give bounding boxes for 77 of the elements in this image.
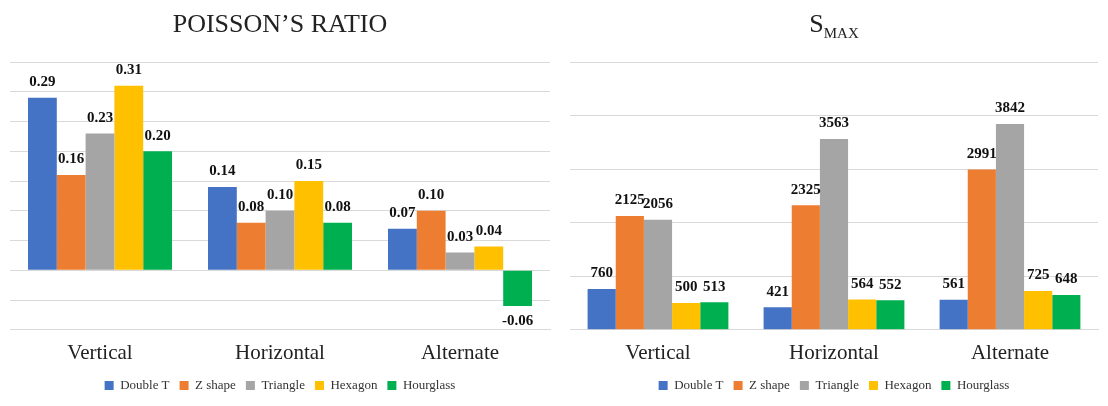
data-label: 0.10	[266, 186, 294, 203]
data-label: 0.29	[29, 73, 56, 90]
legend-label: Double T	[674, 376, 724, 392]
bar	[474, 246, 504, 270]
data-label: 3842	[995, 99, 1025, 116]
data-label: 0.20	[144, 126, 171, 143]
bar	[791, 205, 820, 330]
data-label: 564	[850, 274, 874, 291]
legend-label: Hexagon	[330, 376, 378, 392]
x-tick-label: Alternate	[420, 339, 500, 364]
data-label: 2325	[790, 180, 821, 197]
bar	[265, 210, 295, 270]
bar	[995, 124, 1025, 330]
legend-label: Triangle	[815, 376, 860, 392]
data-label: 561	[942, 275, 965, 292]
bar	[114, 85, 144, 270]
bar	[672, 303, 701, 330]
legend-label: Z shape	[195, 376, 237, 392]
data-label: 0.16	[58, 150, 85, 167]
bar	[236, 222, 266, 270]
bar	[208, 186, 237, 270]
bar	[819, 138, 849, 330]
data-label: 0.31	[115, 61, 142, 78]
legend-label: Z shape	[749, 376, 791, 392]
bar	[615, 215, 644, 330]
bar	[294, 181, 324, 270]
data-label: 0.23	[86, 108, 114, 125]
chart-title: S$_{MAX}$	[808, 8, 860, 44]
bar	[323, 222, 352, 270]
data-label: 0.10	[418, 186, 445, 203]
bar	[85, 133, 115, 270]
data-label: 0.15	[295, 156, 322, 173]
data-label: 2991	[966, 144, 997, 161]
data-label: 0.04	[475, 221, 503, 238]
data-label: 500	[674, 278, 698, 295]
bar	[876, 300, 905, 330]
x-tick-label: Vertical	[625, 339, 691, 364]
bar	[848, 299, 877, 330]
data-label: 0.03	[446, 227, 474, 244]
data-label: 648	[1055, 270, 1078, 287]
bar	[388, 228, 417, 270]
legend-label: Hexagon	[884, 376, 932, 392]
legend-label: Triangle	[261, 376, 306, 392]
bar	[143, 151, 172, 270]
x-tick-label: Alternate	[970, 339, 1050, 364]
data-label: 760	[590, 264, 613, 281]
legend-label: Double T	[120, 376, 170, 392]
bar	[643, 219, 673, 330]
bar	[700, 302, 729, 330]
data-label: 2056	[643, 195, 674, 212]
legend-label: Hourglass	[402, 376, 456, 392]
chart-title: POISSON’S RATIO	[171, 8, 389, 40]
data-label: 0.08	[324, 198, 351, 215]
x-tick-label: Horizontal	[789, 339, 880, 364]
bar	[445, 252, 475, 270]
data-label: 421	[766, 282, 789, 299]
bar	[939, 299, 968, 330]
data-label: 725	[1026, 266, 1050, 283]
data-label: 0.07	[389, 204, 417, 221]
bar	[503, 270, 532, 306]
data-label: 0.08	[238, 198, 265, 215]
bar	[967, 169, 996, 330]
bar	[763, 307, 792, 330]
data-label: 0.14	[209, 162, 237, 179]
legend-label: Hourglass	[956, 376, 1010, 392]
bar	[1052, 295, 1081, 330]
data-label: 3563	[819, 114, 849, 131]
data-label: -0.06	[501, 312, 534, 329]
bar	[587, 289, 616, 330]
x-tick-label: Vertical	[67, 339, 133, 364]
data-label: 552	[879, 275, 902, 292]
data-label: 513	[703, 277, 726, 294]
bar	[28, 97, 57, 270]
bar	[416, 210, 446, 270]
bar	[1024, 290, 1053, 330]
bar	[56, 175, 86, 270]
x-tick-label: Horizontal	[235, 339, 326, 364]
